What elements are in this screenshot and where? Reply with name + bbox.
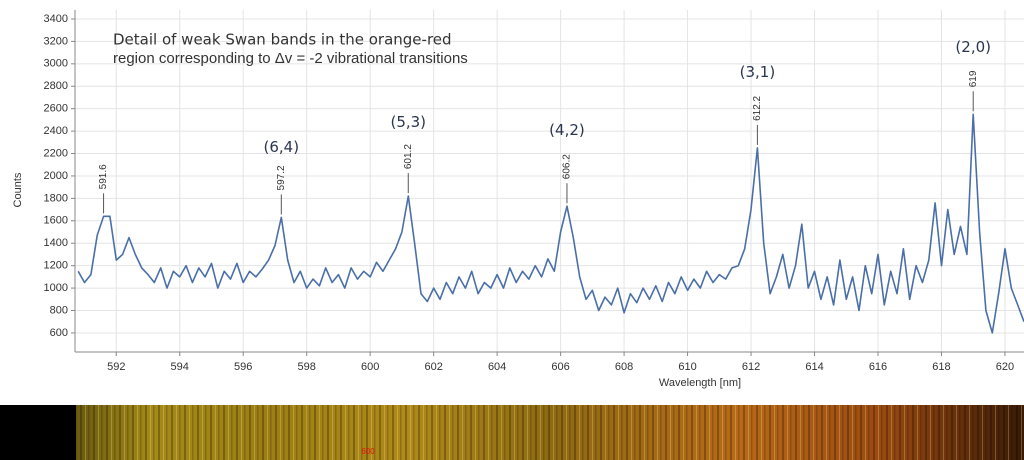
y-tick-label: 3400 <box>44 13 68 25</box>
y-tick-label: 2800 <box>44 80 68 92</box>
band-label: (5,3) <box>390 113 426 131</box>
y-axis-label: Counts <box>12 172 24 207</box>
strip-lines <box>76 405 1024 460</box>
y-tick-label: 1600 <box>44 215 68 227</box>
x-tick-label: 610 <box>678 361 696 373</box>
y-tick-label: 600 <box>50 327 68 339</box>
title-line: Detail of weak Swan bands in the orange-… <box>113 31 452 49</box>
spectrum-line <box>77 113 1024 334</box>
y-tick-label: 1800 <box>44 192 68 204</box>
x-tick-label: 598 <box>298 361 316 373</box>
y-tick-label: 3000 <box>44 58 68 70</box>
x-tick-label: 592 <box>107 361 125 373</box>
x-tick-label: 606 <box>551 361 569 373</box>
peak-label: 606.2 <box>562 154 573 179</box>
plot-area <box>75 10 1024 352</box>
strip-label: 600 <box>361 447 375 456</box>
x-tick-label: 614 <box>805 361 823 373</box>
y-tick-label: 1000 <box>44 282 68 294</box>
y-tick-label: 1200 <box>44 260 68 272</box>
y-tick-label: 2400 <box>44 125 68 137</box>
peak-label: 601.2 <box>403 144 414 169</box>
band-label: (2,0) <box>955 38 991 56</box>
x-tick-label: 616 <box>869 361 887 373</box>
x-tick-label: 594 <box>171 361 189 373</box>
plot: 600 800 1000 1200 1400 1600 1800 2000 2200 2400 26… <box>44 10 1024 373</box>
y-tick-label: 800 <box>50 304 68 316</box>
y-tick-label: 2600 <box>44 103 68 115</box>
y-tick-label: 2200 <box>44 147 68 159</box>
x-tick-label: 618 <box>932 361 950 373</box>
peak-label: 612.2 <box>752 95 763 120</box>
y-tick-label: 2000 <box>44 170 68 182</box>
x-tick-label: 596 <box>234 361 252 373</box>
x-axis-label: Wavelength [nm] <box>659 377 741 389</box>
title-line: region corresponding to Δv = -2 vibratio… <box>113 50 468 67</box>
band-label: (4,2) <box>549 121 585 139</box>
x-tick-label: 600 <box>361 361 379 373</box>
y-tick-label: 3200 <box>44 35 68 47</box>
peak-label: 591.6 <box>98 164 109 189</box>
band-label: (6,4) <box>264 138 300 156</box>
y-tick-label: 1400 <box>44 237 68 249</box>
spectrum-strip: 600 <box>0 405 1024 460</box>
x-tick-label: 608 <box>615 361 633 373</box>
peak-label: 597.2 <box>276 165 287 190</box>
x-tick-label: 604 <box>488 361 506 373</box>
band-label: (3,1) <box>740 63 776 81</box>
peak-label: 619 <box>968 70 979 87</box>
x-tick-label: 602 <box>424 361 442 373</box>
x-tick-label: 612 <box>742 361 760 373</box>
x-tick-label: 620 <box>996 361 1014 373</box>
